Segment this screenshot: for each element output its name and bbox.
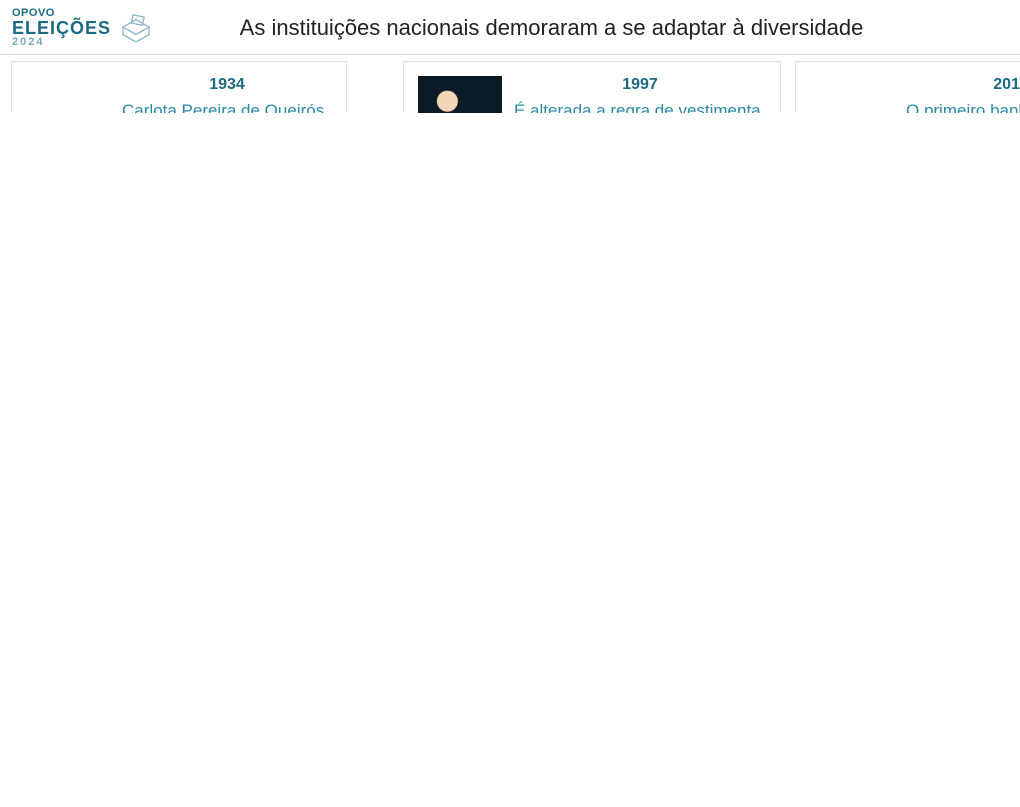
card-year: 1934 xyxy=(122,76,332,94)
card-desc: O primeiro banheiro feminino foi constru… xyxy=(906,102,1020,113)
card-year: 1997 xyxy=(514,76,766,94)
speaker-thumbnail xyxy=(418,76,502,113)
card-body: 1997 É alterada a regra de vestimenta do … xyxy=(514,76,766,113)
page-title: As instituições nacionais demoraram a se… xyxy=(95,15,1008,41)
timeline-card: 1997 É alterada a regra de vestimenta do … xyxy=(403,61,781,113)
header: OPOVO ELEIÇÕES 2024 As instituições naci… xyxy=(0,0,1020,55)
timeline-card: 1934 Carlota Pereira de Queirós obtém 176… xyxy=(11,61,347,113)
card-desc: Carlota Pereira de Queirós obtém 176.916… xyxy=(122,102,332,113)
timeline-card: 2016 O primeiro banheiro feminino foi con… xyxy=(795,61,1020,113)
timeline-stage[interactable]: 1934 Carlota Pereira de Queirós obtém 176… xyxy=(0,55,1020,113)
card-body: 2016 O primeiro banheiro feminino foi con… xyxy=(906,76,1020,113)
card-year: 2016 xyxy=(906,76,1020,94)
card-body: 1934 Carlota Pereira de Queirós obtém 176… xyxy=(122,76,332,113)
card-desc: É alterada a regra de vestimenta do Sena… xyxy=(514,102,766,113)
